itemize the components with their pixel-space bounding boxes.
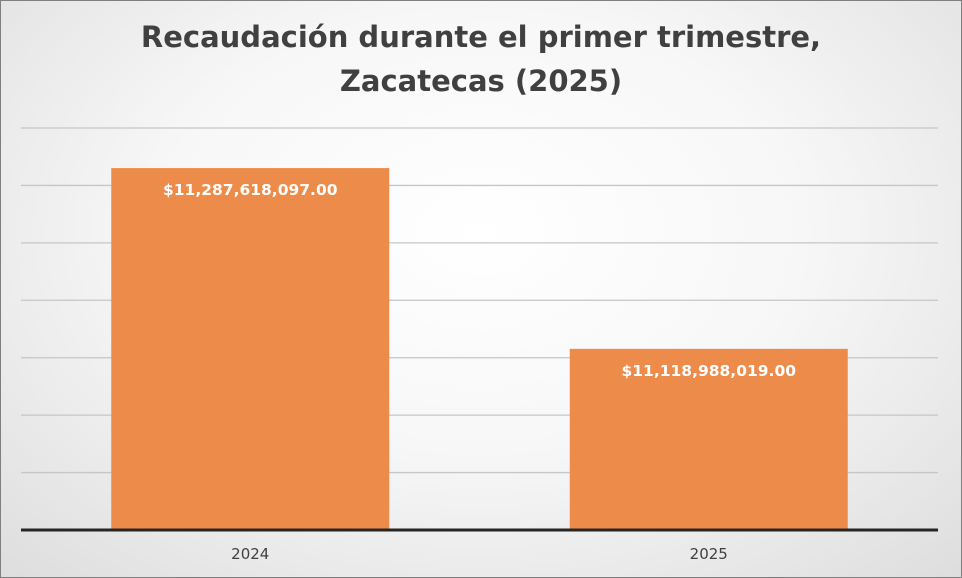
bar (569, 348, 848, 530)
data-label: $11,287,618,097.00 (163, 181, 338, 199)
chart-title-line-1: Recaudación durante el primer trimestre, (140, 20, 822, 54)
x-tick-label: 2024 (231, 545, 269, 563)
data-label: $11,118,988,019.00 (621, 362, 796, 380)
chart-title: Recaudación durante el primer trimestre,… (1, 15, 961, 103)
chart-title-line-2: Zacatecas (2025) (339, 64, 623, 98)
bar (111, 168, 390, 530)
x-tick-label: 2025 (690, 545, 728, 563)
